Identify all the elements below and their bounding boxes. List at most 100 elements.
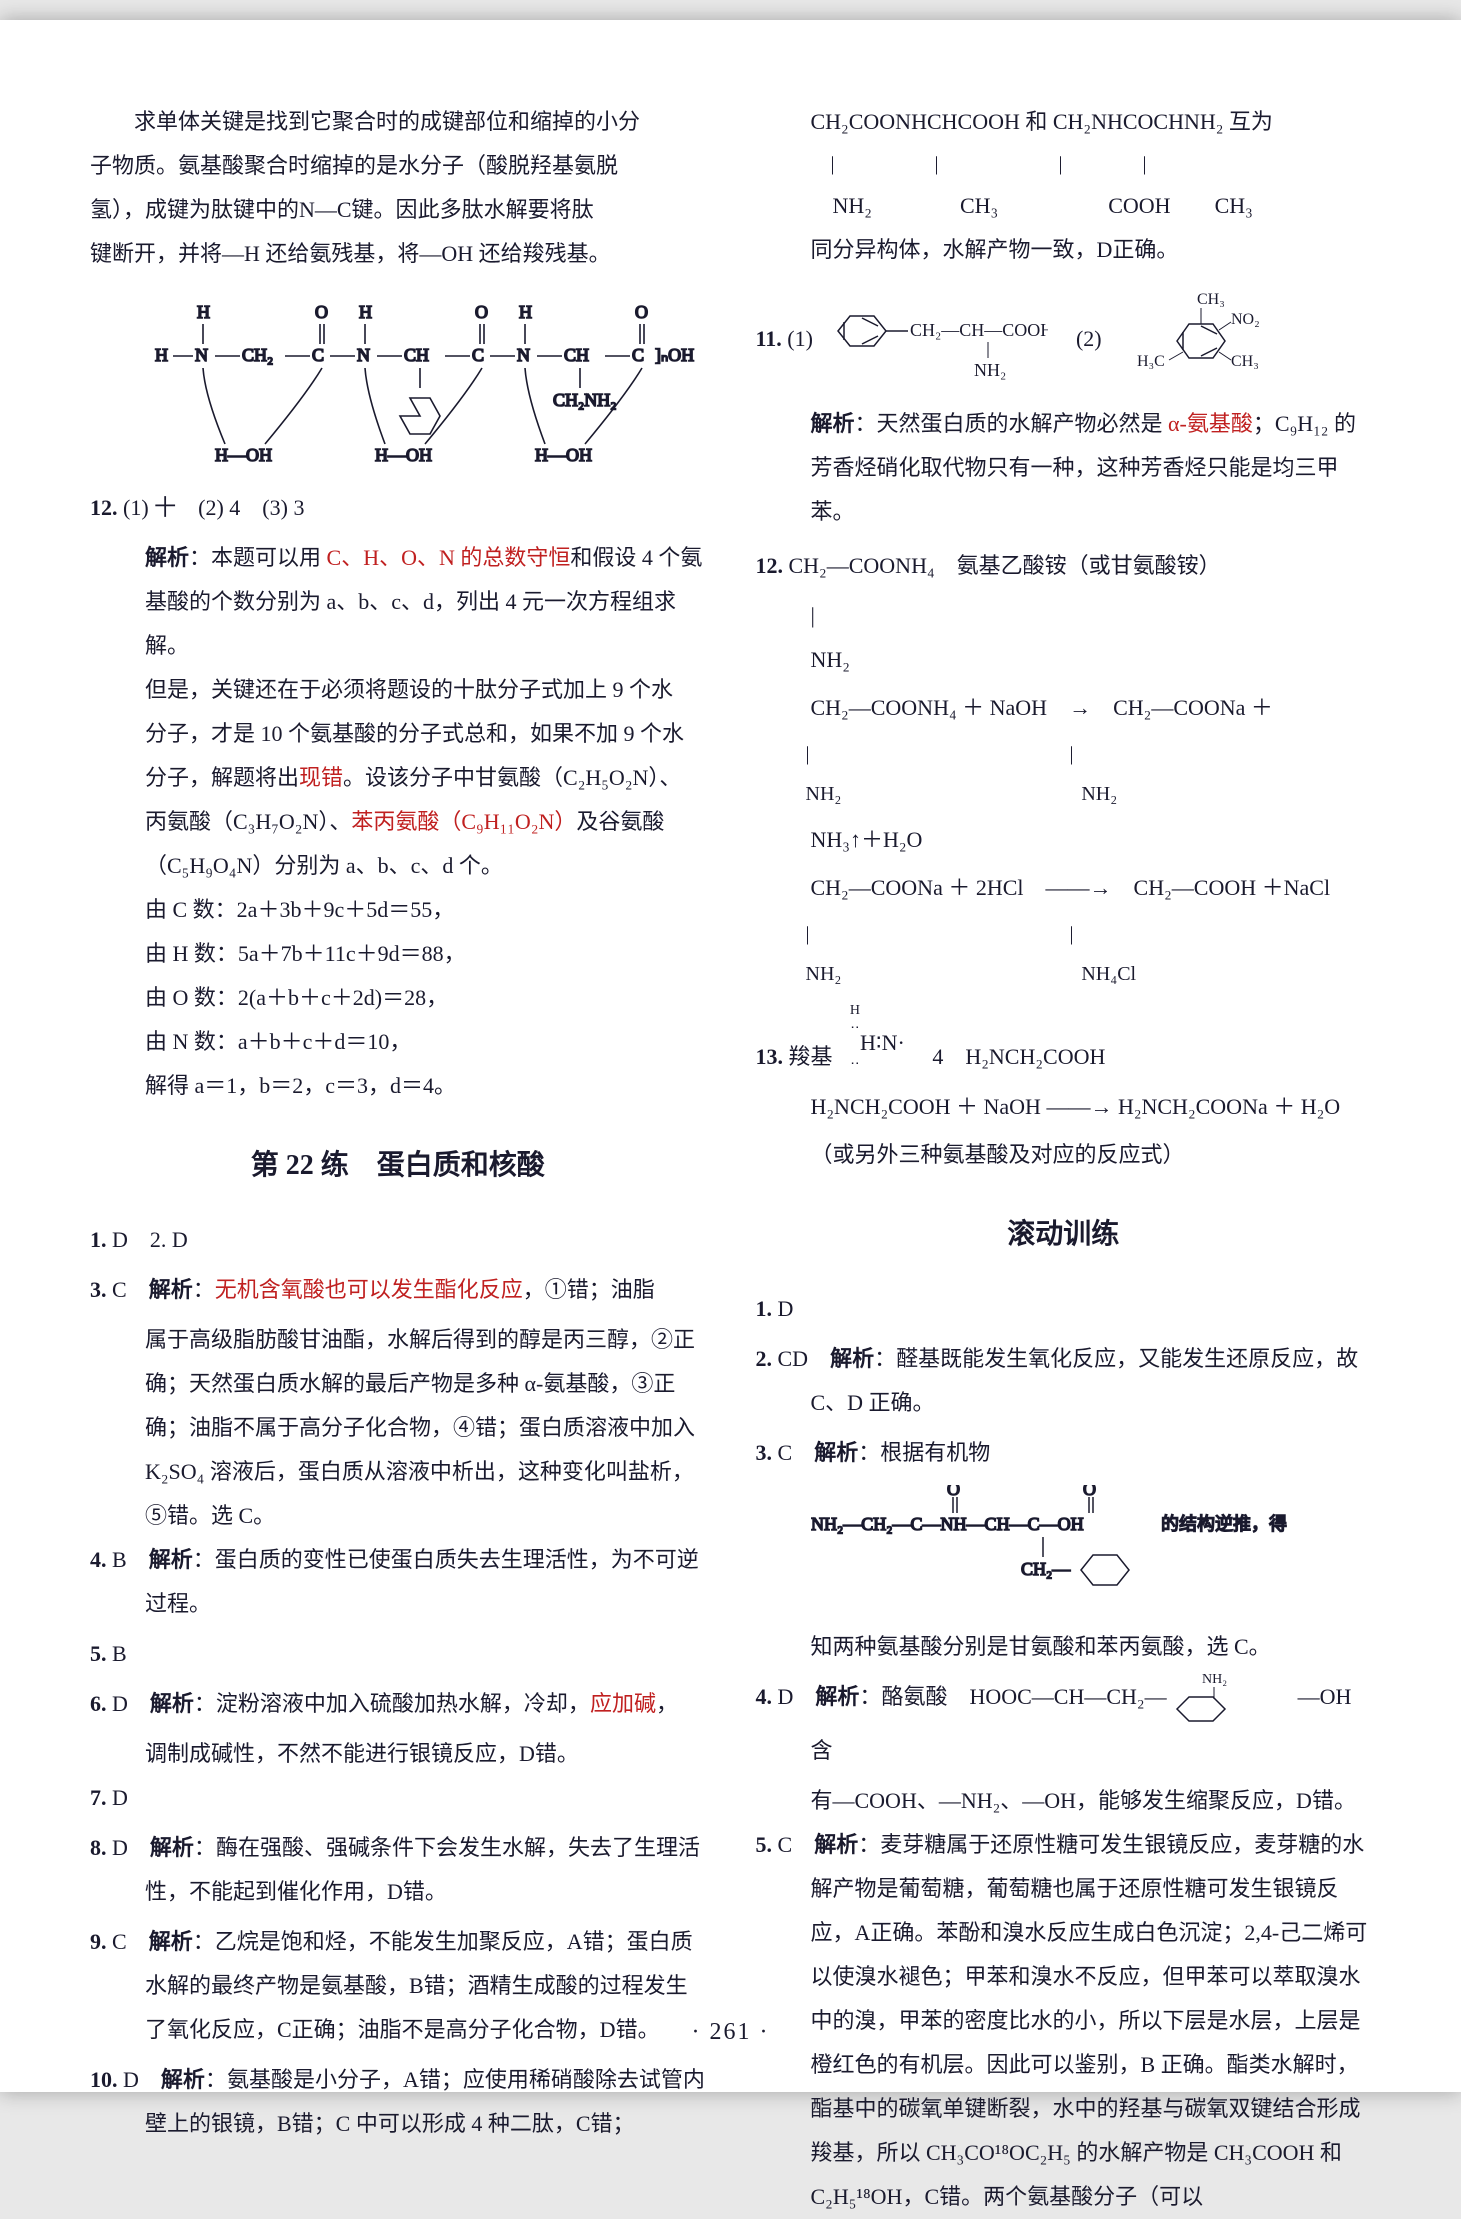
intro-line: 氢），成键为肽键中的N—C键。因此多肽水解要将肽 [90, 188, 706, 232]
q10-cont-tail: 同分异构体，水解产物一致，D正确。 [756, 228, 1372, 272]
svg-text:O: O [635, 302, 648, 322]
svg-text:CH₂—: CH₂— [1021, 1559, 1071, 1579]
section-22-title: 第 22 练 蛋白质和核酸 [90, 1138, 706, 1194]
q11-number: 11. [756, 326, 782, 351]
jiexi-line: （C₅H₉O₄N）分别为 a、b、c、d 个。 [90, 844, 706, 888]
svg-text:O: O [475, 302, 488, 322]
svg-text:CH₂—CH—COOH: CH₂—CH—COOH [910, 320, 1048, 340]
s22-q3-cont: 属于高级脂肪酸甘油酯，水解后得到的醇是丙三醇，②正确；天然蛋白质水解的最后产物是… [90, 1318, 706, 1538]
gd-q2: 2. CD 解析：醛基既能发生氧化反应，又能发生还原反应，故 C、D 正确。 [756, 1337, 1372, 1425]
eq-line: 由 O 数：2(a＋b＋c＋2d)＝28， [90, 976, 706, 1020]
peptide-diagram: H N H CH₂ C O N H CH C O [145, 286, 725, 476]
svg-text:CH₃: CH₃ [1231, 353, 1259, 370]
svg-text:NH₂—CH₂—C—NH—CH—C—OH: NH₂—CH₂—C—NH—CH—C—OH [811, 1514, 1084, 1534]
gd-q3: 3. C 解析：根据有机物 [756, 1431, 1372, 1475]
mesitylene-nitro-structure: CH₃ NO₂ CH₃ H₃C [1107, 286, 1267, 396]
s22-q1: 1. D 2. D [90, 1218, 706, 1262]
q12r-rxn1-tail: NH₃↑＋H₂O [756, 818, 1372, 862]
q12-number: 12. [90, 495, 118, 520]
phenylalanine-structure: CH₂—CH—COOH NH₂ [818, 296, 1048, 386]
eq-line: 由 C 数：2a＋3b＋9c＋5d＝55， [90, 888, 706, 932]
tyrosine-structure: NH₂ [1172, 1669, 1292, 1729]
jiexi-line: 分子，才是 10 个氨基酸的分子式总和，如果不加 9 个水 [90, 712, 706, 756]
jiexi-label: 解析 [145, 545, 189, 570]
svg-text:H: H [197, 302, 210, 322]
svg-text:CH₂NH₂: CH₂NH₂ [553, 390, 617, 410]
eq-line: 由 H 数：5a＋7b＋11c＋9d＝88， [90, 932, 706, 976]
q12r-head: CH₂—COONH₄ 氨基乙酸铵（或甘氨酸铵） [789, 553, 1221, 578]
q11: 11. (1) CH₂—CH—COOH NH₂ (2) [756, 286, 1372, 396]
svg-text:H: H [519, 302, 532, 322]
gd-q4-tail: 有—COOH、—NH₂、—OH，能够发生缩聚反应，D错。 [756, 1779, 1372, 1823]
jiexi-line: 丙氨酸（C₃H₇O₂N）、苯丙氨酸（C₉H₁₁O₂N）及谷氨酸 [90, 800, 706, 844]
svg-text:NH₂: NH₂ [1202, 1672, 1227, 1687]
q12r-rxn2: CH₂—COONa ＋ 2HCl ——→ CH₂—COOH ＋NaCl [756, 866, 1372, 910]
q12r-branch: |NH₂ [756, 594, 1372, 682]
q13-line1: 羧基 H ‥ H∶N· ‥ 4 H₂NCH₂COOH [789, 1044, 1106, 1069]
q13-rxn: H₂NCH₂COOH ＋ NaOH ——→ H₂NCH₂COONa ＋ H₂O [756, 1085, 1372, 1129]
s22-q8: 8. D 解析：酶在强酸、强碱条件下会发生水解，失去了生理活性，不能起到催化作用… [90, 1826, 706, 1914]
q13-note: （或另外三种氨基酸及对应的反应式） [756, 1133, 1372, 1177]
svg-text:的结构逆推，得: 的结构逆推，得 [1161, 1514, 1287, 1534]
s22-q6-cont: 调制成碱性，不然不能进行银镜反应，D错。 [90, 1732, 706, 1776]
s22-q6: 6. D 解析：淀粉溶液中加入硫酸加热水解，冷却，应加碱， [90, 1682, 706, 1726]
intro-line: 子物质。氨基酸聚合时缩掉的是水分子（酸脱羟基氨脱 [90, 144, 706, 188]
jiexi-line: 但是，关键还在于必须将题设的十肽分子式加上 9 个水 [90, 668, 706, 712]
svg-text:O: O [315, 302, 328, 322]
page: 求单体关键是找到它聚合时的成键部位和缩掉的小分 子物质。氨基酸聚合时缩掉的是水分… [0, 20, 1461, 2092]
q13-number: 13. [756, 1044, 784, 1069]
q11-jiexi: 解析：天然蛋白质的水解产物必然是 α-氨基酸；C₉H₁₂ 的芳香烃硝化取代物只有… [756, 402, 1372, 534]
svg-text:C: C [472, 345, 484, 365]
svg-text:CH: CH [404, 345, 429, 365]
left-column: 求单体关键是找到它聚合时的成键部位和缩掉的小分 子物质。氨基酸聚合时缩掉的是水分… [90, 100, 706, 2032]
gundong-title: 滚动训练 [756, 1207, 1372, 1263]
s22-q10: 10. D 解析：氨基酸是小分子，A错；应使用稀硝酸除去试管内壁上的银镜，B错；… [90, 2058, 706, 2146]
svg-text:O: O [1083, 1485, 1096, 1499]
svg-text:H: H [359, 302, 372, 322]
s22-q7: 7. D [90, 1776, 706, 1820]
svg-text:N: N [195, 345, 208, 365]
q11-part2-label: (2) [1076, 326, 1102, 351]
q10-cont-structures: CH₂COONHCHCOOH 和 CH₂NHCOCHNH₂ 互为 | | | |… [756, 100, 1372, 228]
gly-phe-structure: NH₂—CH₂—C—NH—CH—C—OH O O CH₂— 的结构逆推，得 [811, 1485, 1331, 1615]
branch-line: | | | | [811, 144, 1372, 184]
svg-text:CH: CH [564, 345, 589, 365]
s22-q3: 3. C 解析：无机含氧酸也可以发生酯化反应，①错；油脂 [90, 1268, 706, 1312]
jiexi-line: 本题可以用 C、H、O、N 的总数守恒和假设 4 个氨 [211, 545, 702, 570]
q12r-rxn1-branch: | |NH₂ NH₂ [756, 734, 1372, 814]
page-number: · 261 · [0, 2008, 1461, 2056]
svg-text:NO₂: NO₂ [1231, 311, 1260, 328]
q12r-rxn1: CH₂—COONH₄ ＋ NaOH → CH₂—COONa ＋ [756, 686, 1372, 730]
svg-text:N: N [357, 345, 370, 365]
right-column: CH₂COONHCHCOOH 和 CH₂NHCOCHNH₂ 互为 | | | |… [756, 100, 1372, 2032]
gd-q1: 1. D [756, 1287, 1372, 1331]
svg-text:H—OH: H—OH [215, 445, 272, 465]
gd-q3-tail: 知两种氨基酸分别是甘氨酸和苯丙氨酸，选 C。 [756, 1625, 1372, 1669]
eq-line: 由 N 数：a＋b＋c＋d＝10， [90, 1020, 706, 1064]
gd-q4: 4. D 解析：酪氨酸 HOOC—CH—CH₂— NH₂ —OH 含 [756, 1669, 1372, 1773]
svg-text:C: C [312, 345, 324, 365]
eq-line: 解得 a＝1，b＝2，c＝3，d＝4。 [90, 1064, 706, 1108]
struct-line: CH₂COONHCHCOOH 和 CH₂NHCOCHNH₂ 互为 [811, 100, 1372, 144]
q12r: 12. CH₂—COONH₄ 氨基乙酸铵（或甘氨酸铵） [756, 544, 1372, 588]
s22-q5: 5. B [90, 1632, 706, 1676]
q12: 12. (1) 十 (2) 4 (3) 3 [90, 486, 706, 530]
jiexi-line: 分子，解题将出现错。设该分子中甘氨酸（C₂H₅O₂N）、 [90, 756, 706, 800]
svg-text:O: O [947, 1485, 960, 1499]
s22-q4: 4. B 解析：蛋白质的变性已使蛋白质失去生理活性，为不可逆过程。 [90, 1538, 706, 1626]
svg-text:N: N [517, 345, 530, 365]
q13: 13. 羧基 H ‥ H∶N· ‥ 4 H₂NCH₂COOH [756, 1004, 1372, 1079]
intro-paragraph: 求单体关键是找到它聚合时的成键部位和缩掉的小分 子物质。氨基酸聚合时缩掉的是水分… [90, 100, 706, 276]
svg-text:H—OH: H—OH [535, 445, 592, 465]
branch-labels: NH₂ CH₃ COOH CH₃ [811, 184, 1372, 228]
intro-line: 求单体关键是找到它聚合时的成键部位和缩掉的小分 [90, 100, 706, 144]
svg-text:CH₃: CH₃ [1197, 291, 1225, 308]
svg-text:NH₂: NH₂ [974, 360, 1006, 380]
jiexi-line: 基酸的个数分别为 a、b、c、d，列出 4 元一次方程组求解。 [90, 580, 706, 668]
q12r-rxn2-branch: | |NH₂ NH₄Cl [756, 914, 1372, 994]
svg-text:H—OH: H—OH [375, 445, 432, 465]
svg-text:H: H [155, 345, 168, 365]
svg-text:]ₙOH: ]ₙOH [655, 345, 694, 365]
svg-text:C: C [632, 345, 644, 365]
svg-text:H₃C: H₃C [1137, 353, 1165, 370]
